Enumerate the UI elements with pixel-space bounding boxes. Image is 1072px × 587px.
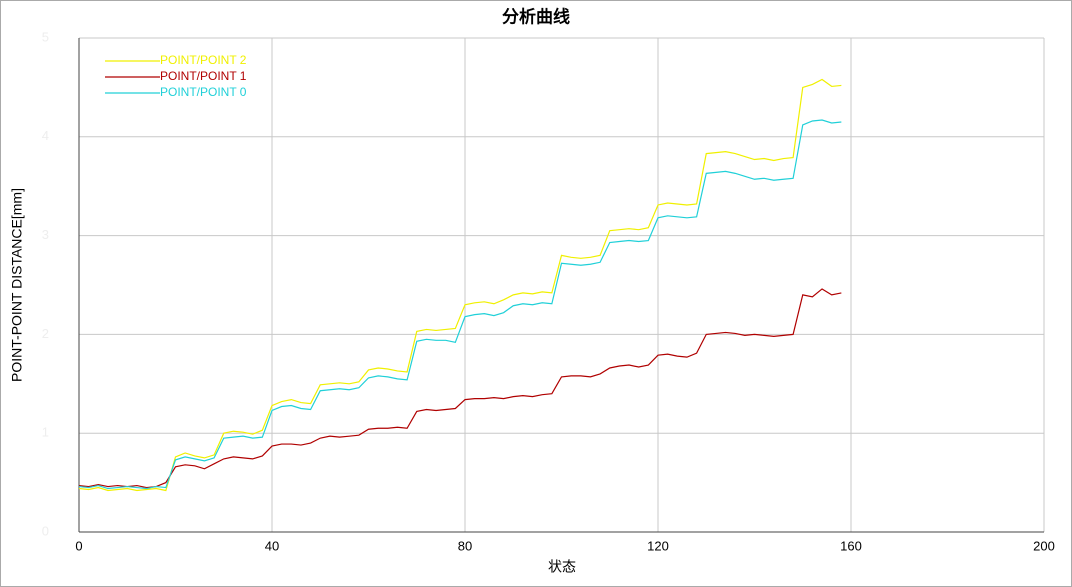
y-axis-label: POINT-POINT DISTANCE[mm]: [9, 188, 25, 382]
y-tick-label: 2: [42, 326, 49, 341]
y-tick-label: 0: [42, 523, 49, 538]
legend-label: POINT/POINT 2: [160, 53, 247, 67]
x-tick-label: 80: [458, 538, 472, 553]
y-tick-label: 3: [42, 227, 49, 242]
x-tick-label: 200: [1033, 538, 1055, 553]
series-line: [78, 288, 842, 489]
legend-label: POINT/POINT 1: [160, 69, 247, 83]
x-tick-label: 40: [265, 538, 279, 553]
x-tick-label: 120: [647, 538, 669, 553]
x-tick-label: 160: [840, 538, 862, 553]
legend-label: POINT/POINT 0: [160, 85, 247, 99]
series-line: [78, 119, 842, 490]
series-line: [78, 78, 842, 492]
x-tick-label: 0: [75, 538, 82, 553]
y-tick-label: 1: [42, 425, 49, 440]
x-axis-label: 状态: [548, 559, 576, 575]
chart-title: 分析曲线: [502, 6, 570, 26]
y-tick-label: 4: [42, 128, 49, 143]
y-tick-label: 5: [42, 29, 49, 44]
